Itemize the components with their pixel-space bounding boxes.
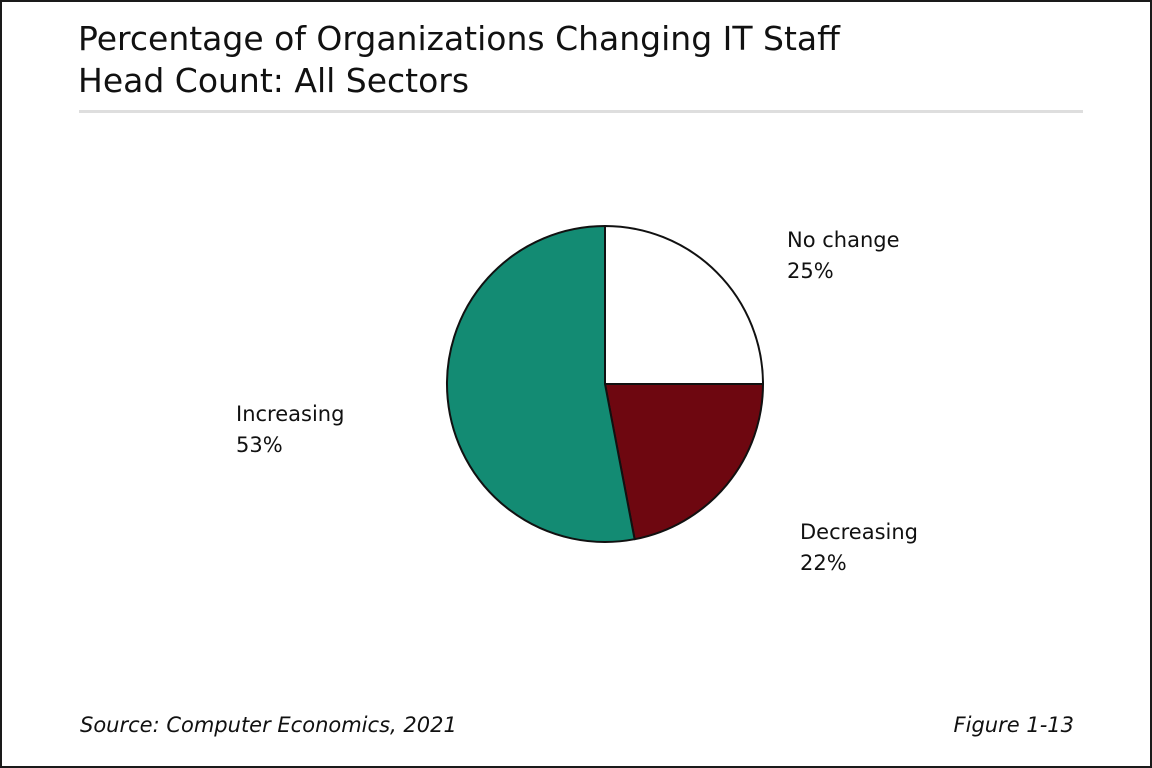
- slice-label-no-change: No change: [787, 228, 900, 252]
- pie-slice-decreasing: [604, 383, 764, 541]
- pie-labels: No change 25% Decreasing 22% Increasing 53%: [236, 228, 918, 575]
- pie-slices: [445, 225, 764, 543]
- slice-value-decreasing: 22%: [800, 551, 847, 575]
- chart-title-line-1: Percentage of Organizations Changing IT …: [78, 19, 840, 58]
- slice-label-decreasing: Decreasing: [800, 520, 918, 544]
- pie-slice-increasing: [445, 225, 636, 543]
- title-divider: [79, 110, 1083, 113]
- pie-slice-no-change: [604, 225, 764, 385]
- chart-title-line-2: Head Count: All Sectors: [78, 61, 470, 100]
- chart-title: Percentage of Organizations Changing IT …: [78, 18, 1078, 102]
- slice-value-increasing: 53%: [236, 433, 283, 457]
- slice-label-increasing: Increasing: [236, 402, 344, 426]
- figure-number: Figure 1-13: [953, 713, 1074, 737]
- slice-value-no-change: 25%: [787, 259, 834, 283]
- source-note: Source: Computer Economics, 2021: [80, 713, 457, 737]
